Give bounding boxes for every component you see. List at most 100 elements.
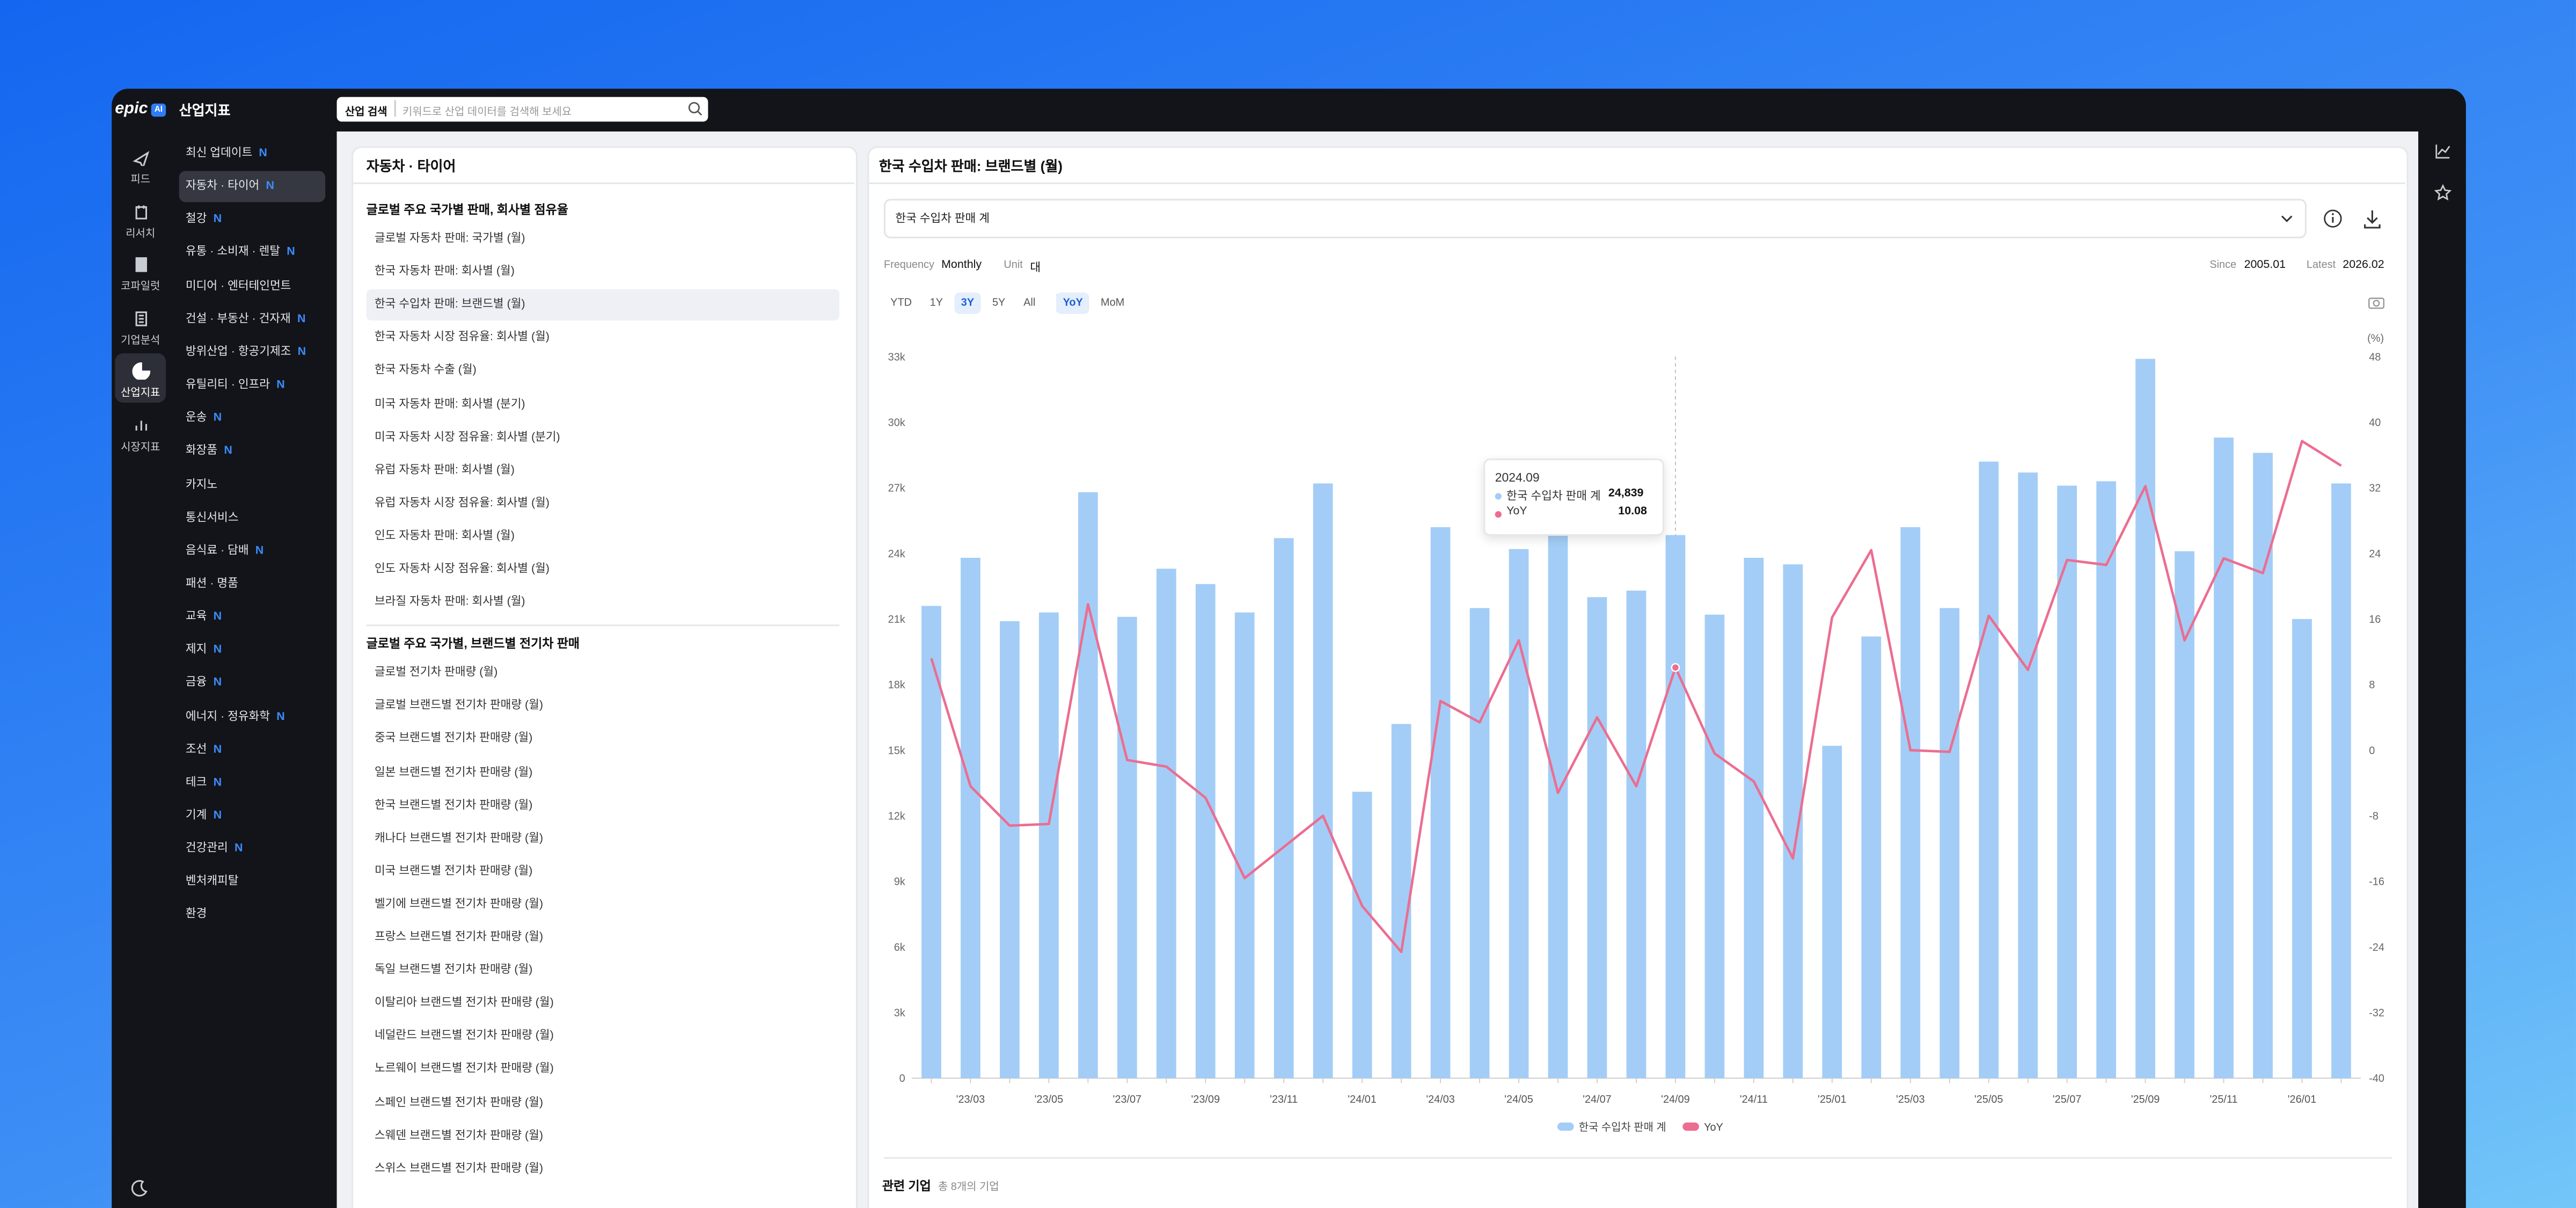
list-item[interactable]: 한국 자동차 수출 (월)	[374, 365, 477, 377]
list-item[interactable]: 중국 브랜드별 전기차 판매량 (월)	[374, 733, 533, 745]
list-item[interactable]: 글로벌 자동차 판매: 국가별 (월)	[374, 233, 525, 245]
rail-item[interactable]: 시장지표	[115, 407, 166, 457]
nav-item[interactable]: 자동차 · 타이어 N	[179, 171, 326, 202]
nav-label: 카지노	[185, 479, 218, 491]
series-selector[interactable]	[883, 199, 2307, 238]
nav-item[interactable]: 테크 N	[179, 767, 325, 798]
list-item[interactable]: 이탈리아 브랜드별 전기차 판매량 (월)	[374, 998, 554, 1010]
detail-title: 한국 수입차 판매: 브랜드별 (월)	[879, 157, 1063, 174]
search-icon[interactable]	[687, 100, 704, 117]
list-item[interactable]: 한국 수입차 판매: 브랜드별 (월)	[366, 289, 840, 321]
nav-item[interactable]: 패션 · 명품	[179, 569, 325, 600]
list-item[interactable]: 미국 자동차 시장 점유율: 회사별 (분기)	[374, 431, 560, 443]
mode-button[interactable]: YoY	[1056, 292, 1090, 314]
list-item[interactable]: 캐나다 브랜드별 전기차 판매량 (월)	[374, 833, 544, 845]
list-item[interactable]: 미국 브랜드별 전기차 판매량 (월)	[374, 865, 533, 878]
x-tick-label: '24/01	[1348, 1094, 1377, 1105]
bar	[1979, 461, 1999, 1079]
nav-item[interactable]: 유틸리티 · 인프라 N	[179, 370, 325, 401]
rail-item[interactable]: 기업분석	[115, 301, 166, 350]
list-item[interactable]: 독일 브랜드별 전기차 판매량 (월)	[374, 965, 533, 977]
y2-axis-label: (%)	[2367, 333, 2384, 345]
info-button[interactable]	[2321, 207, 2344, 230]
nav-item[interactable]: 운송 N	[179, 403, 325, 434]
nav-item[interactable]: 화장품 N	[179, 436, 325, 467]
rail-item[interactable]: 리서치	[115, 193, 166, 243]
range-button[interactable]: 3Y	[954, 292, 981, 314]
list-item[interactable]: 스위스 브랜드별 전기차 판매량 (월)	[374, 1163, 544, 1175]
range-button[interactable]: 1Y	[930, 297, 943, 309]
nav-item[interactable]: 벤처캐피탈	[179, 867, 325, 898]
new-badge: N	[213, 644, 222, 657]
list-item[interactable]: 인도 자동차 판매: 회사별 (월)	[374, 530, 515, 542]
nav-item[interactable]: 방위산업 · 항공기제조 N	[179, 337, 325, 368]
divider	[867, 182, 2405, 184]
rail-label: 산업지표	[121, 388, 160, 401]
new-badge: N	[276, 380, 285, 391]
nav-item[interactable]: 최신 업데이트 N	[179, 138, 325, 169]
bar	[1861, 636, 1882, 1079]
nav-item[interactable]: 통신서비스	[179, 503, 325, 534]
rail-item[interactable]: 피드	[115, 140, 166, 189]
list-item[interactable]: 스웨덴 브랜드별 전기차 판매량 (월)	[374, 1130, 544, 1142]
rail-icon	[135, 205, 147, 219]
x-tick-label: '25/01	[1818, 1094, 1847, 1105]
list-item[interactable]: 미국 자동차 판매: 회사별 (분기)	[374, 398, 525, 410]
nav-item[interactable]: 건강관리 N	[179, 833, 325, 864]
nav-item[interactable]: 미디어 · 엔터테인먼트	[179, 271, 325, 302]
nav-item[interactable]: 환경	[179, 900, 325, 931]
list-item[interactable]: 유럽 자동차 시장 점유율: 회사별 (월)	[374, 497, 550, 510]
tooltip-series: 한국 수입차 판매 계	[1506, 491, 1601, 503]
nav-item[interactable]: 음식료 · 담배 N	[179, 535, 325, 566]
list-item[interactable]: 글로벌 브랜드별 전기차 판매량 (월)	[374, 700, 544, 712]
download-button[interactable]	[2361, 207, 2384, 230]
rail-item[interactable]: 산업지표	[115, 354, 166, 404]
list-item[interactable]: 유럽 자동차 판매: 회사별 (월)	[374, 464, 515, 476]
list-item[interactable]: 한국 브랜드별 전기차 판매량 (월)	[374, 799, 533, 811]
list-item[interactable]: 노르웨이 브랜드별 전기차 판매량 (월)	[374, 1064, 554, 1076]
bar	[1352, 791, 1372, 1079]
camera-button[interactable]	[2367, 294, 2385, 311]
right-rail-icons[interactable]	[2433, 141, 2453, 207]
nav-item[interactable]: 조선 N	[179, 734, 325, 765]
list-item[interactable]: 네덜란드 브랜드별 전기차 판매량 (월)	[374, 1031, 554, 1043]
search-box[interactable]	[336, 97, 708, 122]
rail-icon	[135, 257, 147, 273]
nav-item[interactable]: 건설 · 부동산 · 건자재 N	[179, 304, 325, 335]
y-tick-label: 9k	[894, 876, 905, 888]
rail-item[interactable]: 코파일럿	[115, 247, 166, 296]
list-item[interactable]: 브라질 자동차 판매: 회사별 (월)	[374, 596, 525, 608]
nav-item[interactable]: 에너지 · 정유화학 N	[179, 701, 325, 732]
search-placeholder: 키워드로 산업 데이터를 검색해 보세요	[402, 106, 572, 119]
bar	[2018, 472, 2038, 1079]
list-item[interactable]: 한국 자동차 판매: 회사별 (월)	[374, 266, 515, 278]
y-tick-label: 24k	[888, 548, 905, 560]
range-button[interactable]: 5Y	[992, 297, 1006, 309]
list-item[interactable]: 한국 자동차 시장 점유율: 회사별 (월)	[374, 332, 550, 344]
list-item[interactable]: 벨기에 브랜드별 전기차 판매량 (월)	[374, 899, 544, 911]
nav-item[interactable]: 금융 N	[179, 668, 325, 699]
list-item[interactable]: 일본 브랜드별 전기차 판매량 (월)	[374, 767, 533, 778]
rail-icon	[131, 363, 150, 381]
range-button[interactable]: YTD	[890, 297, 912, 309]
rail-icon	[131, 151, 149, 166]
new-badge: N	[235, 843, 243, 855]
list-item[interactable]: 글로벌 전기차 판매량 (월)	[374, 667, 498, 679]
list-item[interactable]: 스페인 브랜드별 전기차 판매량 (월)	[374, 1097, 544, 1109]
nav-item[interactable]: 카지노	[179, 469, 325, 500]
list-item[interactable]: 프랑스 브랜드별 전기차 판매량 (월)	[374, 932, 544, 944]
theme-toggle[interactable]	[130, 1178, 150, 1198]
nav-item[interactable]: 철강 N	[179, 204, 325, 235]
range-button[interactable]: All	[1023, 297, 1036, 309]
new-badge: N	[213, 214, 222, 226]
list-item[interactable]: 인도 자동차 시장 점유율: 회사별 (월)	[374, 563, 550, 576]
mode-button[interactable]: MoM	[1101, 297, 1125, 309]
nav-label: 건강관리	[185, 843, 228, 855]
nav-item[interactable]: 제지 N	[179, 635, 325, 666]
x-tick-label: '23/03	[956, 1094, 985, 1105]
nav-item[interactable]: 교육 N	[179, 602, 325, 633]
y-tick-label: 6k	[894, 942, 905, 954]
new-badge: N	[259, 148, 267, 159]
nav-item[interactable]: 유통 · 소비재 · 렌탈 N	[179, 237, 325, 268]
nav-item[interactable]: 기계 N	[179, 801, 325, 832]
